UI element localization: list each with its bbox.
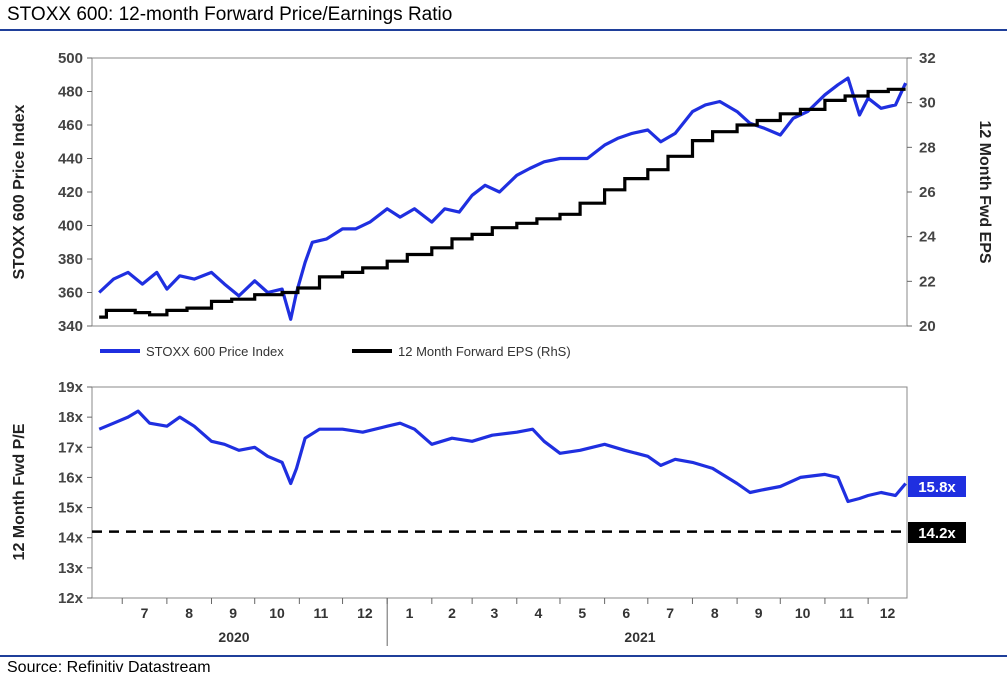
top-y2-tick-label: 28 xyxy=(919,139,936,156)
bottom-left-axis: 12x 13x 14x 15x 16x 17x 18x 19x xyxy=(58,379,92,607)
page-title: STOXX 600: 12-month Forward Price/Earnin… xyxy=(7,4,453,25)
bottom-plot-frame xyxy=(91,386,908,599)
x-year-label: 2021 xyxy=(624,629,655,645)
reference-badge xyxy=(908,522,966,543)
top-y-tick-label: 480 xyxy=(58,84,83,101)
x-month-label: 10 xyxy=(795,605,811,621)
x-month-label: 11 xyxy=(839,605,854,621)
bottom-y-tick-label: 16x xyxy=(58,469,84,486)
series-forward-pe-line xyxy=(98,409,907,504)
title-rule xyxy=(0,29,1007,31)
source-note: Source: Refinitiv Datastream xyxy=(7,659,211,676)
x-month-label: 12 xyxy=(357,605,373,621)
top-y-tick-label: 460 xyxy=(58,117,83,134)
bottom-y-tick-label: 12x xyxy=(58,590,84,607)
bottom-y-tick-label: 17x xyxy=(58,439,84,456)
bottom-y-tick-label: 19x xyxy=(58,379,84,396)
x-month-label: 4 xyxy=(534,605,542,621)
bottom-left-axis-title: 12 Month Fwd P/E xyxy=(11,423,28,560)
x-year-label: 2020 xyxy=(218,629,249,645)
top-y2-tick-label: 20 xyxy=(919,318,936,335)
top-y-tick-label: 440 xyxy=(58,151,83,168)
top-left-axis: 340 360 380 400 420 440 460 480 500 xyxy=(58,50,92,335)
last-value-label: 15.8x xyxy=(918,479,956,496)
x-month-label: 6 xyxy=(622,605,630,621)
legend-label-forward-eps: 12 Month Forward EPS (RhS) xyxy=(398,344,571,359)
top-y2-tick-label: 32 xyxy=(919,50,936,67)
series-forward-eps-line xyxy=(99,87,906,319)
reference-label: 14.2x xyxy=(918,525,956,542)
top-y2-tick-label: 26 xyxy=(919,184,936,201)
bottom-y-tick-label: 15x xyxy=(58,500,84,517)
bottom-y-tick-label: 14x xyxy=(58,530,84,547)
x-month-label: 8 xyxy=(185,605,193,621)
top-y-tick-label: 420 xyxy=(58,184,83,201)
x-month-label: 11 xyxy=(314,605,329,621)
x-month-label: 12 xyxy=(880,605,896,621)
x-month-label: 7 xyxy=(666,605,674,621)
x-month-label: 7 xyxy=(141,605,149,621)
x-month-label: 2 xyxy=(448,605,456,621)
top-right-axis-title: 12 Month Fwd EPS xyxy=(976,120,993,263)
bottom-y-tick-label: 13x xyxy=(58,560,84,577)
x-month-label: 9 xyxy=(755,605,763,621)
top-y2-tick-label: 30 xyxy=(919,95,936,112)
top-left-axis-title: STOXX 600 Price Index xyxy=(11,104,28,279)
x-month-label: 9 xyxy=(229,605,237,621)
x-month-label: 3 xyxy=(491,605,499,621)
legend-label-price-index: STOXX 600 Price Index xyxy=(146,344,284,359)
top-y2-tick-label: 22 xyxy=(919,273,936,290)
x-month-label: 1 xyxy=(406,605,414,621)
top-y2-tick-label: 24 xyxy=(919,229,936,246)
x-month-label: 10 xyxy=(269,605,285,621)
top-right-axis: 20 22 24 26 28 30 32 xyxy=(907,50,936,335)
bottom-y-tick-label: 18x xyxy=(58,409,84,426)
top-y-tick-label: 500 xyxy=(58,50,83,67)
x-month-label: 8 xyxy=(711,605,719,621)
last-value-badge xyxy=(908,476,966,497)
top-y-tick-label: 380 xyxy=(58,251,83,268)
x-month-label: 5 xyxy=(578,605,586,621)
top-y-tick-label: 360 xyxy=(58,285,83,302)
series-price-index-line xyxy=(98,76,908,321)
top-y-tick-label: 340 xyxy=(58,318,83,335)
top-y-tick-label: 400 xyxy=(58,218,83,235)
source-rule xyxy=(0,655,1007,657)
